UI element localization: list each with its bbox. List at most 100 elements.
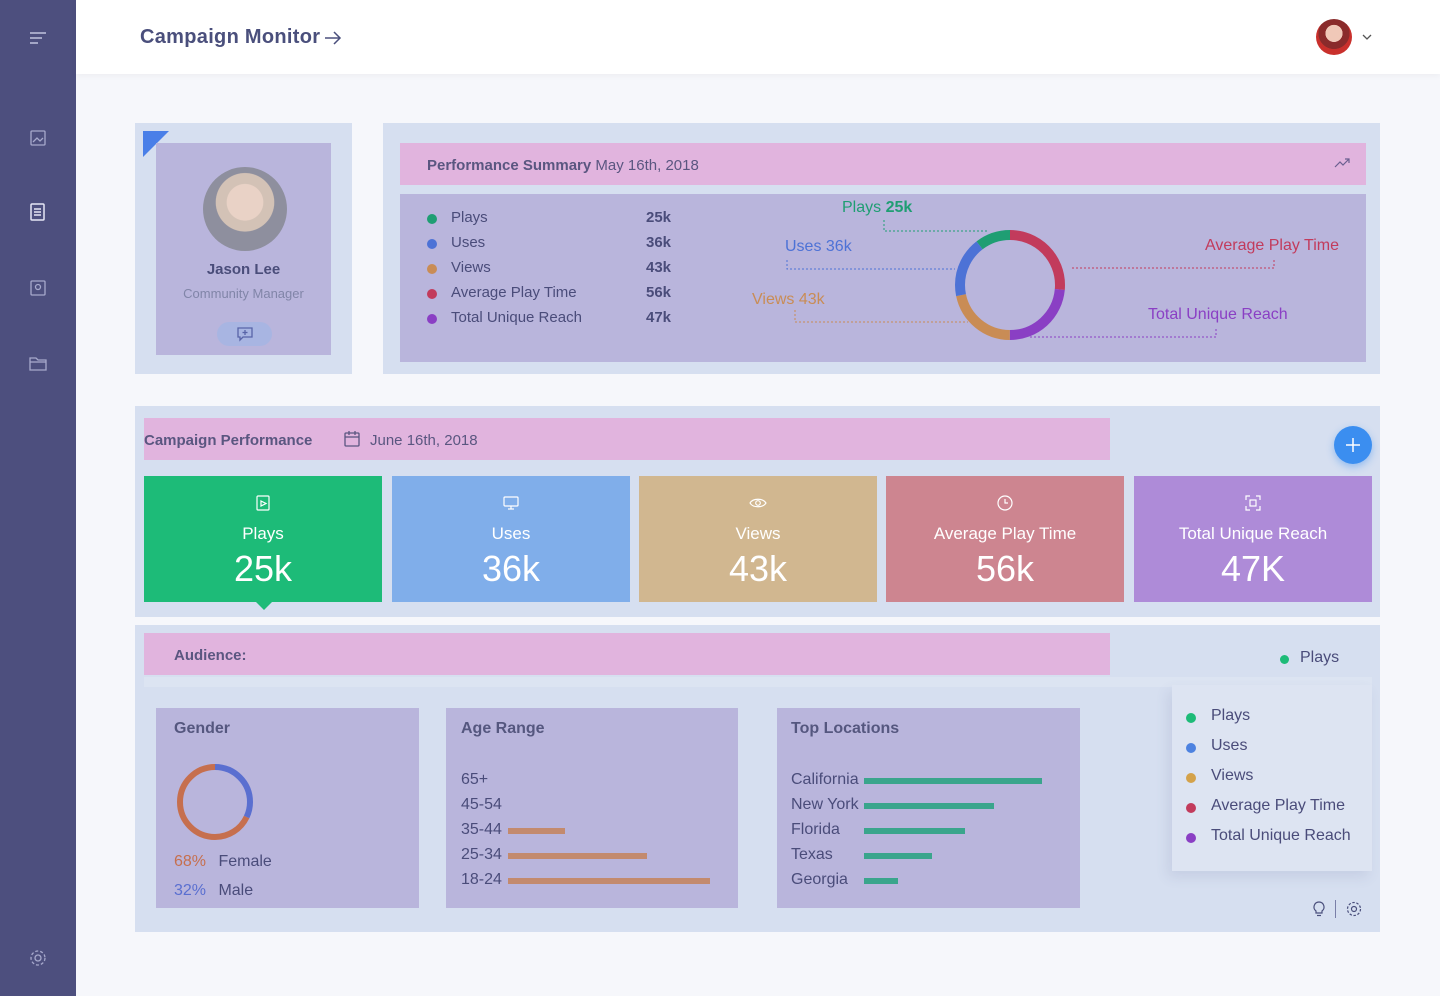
gender-title: Gender — [174, 720, 231, 737]
lightbulb-icon[interactable] — [1310, 900, 1328, 918]
legend-dot — [1186, 803, 1196, 813]
page-title: Campaign Monitor — [140, 26, 321, 48]
stat-value: 47k — [646, 309, 672, 326]
message-button[interactable] — [217, 322, 272, 346]
age-label: 45-54 — [461, 796, 502, 813]
summary-date: May 16th, 2018 — [595, 157, 699, 174]
campaign-performance-title: Campaign Performance — [144, 432, 313, 449]
tile-label: Total Unique Reach — [1178, 524, 1328, 543]
legend-dot — [427, 314, 437, 324]
tile-label: Average Play Time — [933, 524, 1077, 543]
gear-icon[interactable] — [26, 946, 50, 970]
campaign-performance-header: Campaign Performance June 16th, 2018 — [144, 418, 1110, 460]
campaign-performance-panel: Campaign Performance June 16th, 2018 Pla… — [135, 406, 1380, 617]
document-icon[interactable] — [26, 200, 50, 224]
top-bar: Campaign Monitor — [76, 0, 1440, 74]
tile-value: 56k — [975, 548, 1035, 589]
tile-value: 25k — [233, 548, 293, 589]
menu-item-label: Uses — [1211, 737, 1248, 754]
stat-label: Plays — [451, 209, 488, 226]
top-locations-card: Top Locations California New York Florida T… — [777, 708, 1080, 908]
location-label: Florida — [791, 821, 840, 838]
chevron-down-icon[interactable] — [1360, 30, 1374, 44]
location-bar — [864, 828, 966, 834]
location-label: Texas — [791, 846, 833, 863]
donut-segment-plays — [955, 230, 1065, 340]
tile-label: Plays — [242, 524, 284, 543]
tile-label: Views — [735, 524, 781, 543]
tile-uses[interactable]: Uses 36k — [392, 476, 630, 602]
performance-summary-title: Performance Summary May 16th, 2018 — [427, 157, 699, 174]
gender-card: Gender 68% Female 32% Male — [156, 708, 419, 908]
folder-icon[interactable] — [26, 351, 50, 375]
tile-average-play-time[interactable]: Average Play Time 56k — [886, 476, 1124, 602]
age-bar — [508, 853, 648, 859]
age-range-card: Age Range 65+ 45-54 35-44 25-34 18-24 — [446, 708, 738, 908]
calendar-icon[interactable] — [343, 430, 361, 448]
male-label: Male — [218, 882, 254, 899]
menu-item-label: Views — [1211, 767, 1254, 784]
tile-value: 43k — [728, 548, 788, 589]
trending-up-icon[interactable] — [1332, 153, 1352, 173]
campaign-date[interactable]: June 16th, 2018 — [370, 432, 478, 449]
video-icon — [144, 494, 382, 514]
leader-line-reach — [1030, 327, 1217, 338]
tile-value: 47K — [1220, 548, 1286, 589]
leader-line-views — [794, 310, 968, 323]
legend-dot — [427, 289, 437, 299]
legend-dot — [1186, 743, 1196, 753]
stat-label: Average Play Time — [451, 284, 577, 301]
footer-icons — [1310, 898, 1370, 920]
tile-views[interactable]: Views 43k — [639, 476, 877, 602]
contact-icon[interactable] — [26, 276, 50, 300]
profile-name: Jason Lee — [206, 261, 281, 278]
leader-line-plays — [883, 220, 988, 232]
legend-dot — [1186, 833, 1196, 843]
location-bar — [864, 803, 994, 809]
message-icon — [236, 327, 253, 342]
clock-icon — [886, 494, 1124, 514]
top-locations-title: Top Locations — [791, 720, 900, 737]
stat-value: 56k — [646, 284, 672, 301]
location-label: New York — [791, 796, 859, 813]
arrow-right-icon[interactable] — [322, 27, 344, 49]
location-bar — [864, 853, 932, 859]
age-label: 35-44 — [461, 821, 502, 838]
gender-male-row: 32% Male — [174, 882, 253, 900]
female-percent: 68% — [174, 853, 207, 870]
monitor-icon — [392, 494, 630, 514]
age-bar — [508, 878, 710, 884]
stat-row-uses: Uses 36k — [427, 234, 687, 254]
performance-summary-header: Performance Summary May 16th, 2018 — [400, 143, 1366, 185]
gear-icon[interactable] — [1345, 900, 1363, 918]
stat-label: Views — [451, 259, 491, 276]
performance-summary-body: Plays 25k Uses 36k Views 43k Average Pla… — [400, 194, 1366, 362]
menu-icon[interactable] — [26, 26, 50, 50]
summary-title-text: Performance Summary — [427, 157, 592, 174]
menu-item-label: Average Play Time — [1211, 797, 1345, 814]
footer-divider — [1335, 900, 1336, 918]
metric-filter-value: Plays — [1300, 649, 1340, 666]
add-button[interactable] — [1334, 426, 1372, 464]
gender-donut-chart — [177, 764, 253, 840]
focus-icon — [1134, 494, 1372, 514]
tile-value: 36k — [481, 548, 541, 589]
image-icon[interactable] — [26, 126, 50, 150]
location-label: Georgia — [791, 871, 848, 888]
metric-filter-menu: Plays Uses Views Average Play Time Total… — [1172, 685, 1372, 871]
tile-plays[interactable]: Plays 25k — [144, 476, 382, 610]
male-percent: 32% — [174, 882, 207, 899]
audience-header: Audience: — [144, 633, 1110, 675]
leader-line-uses — [786, 260, 955, 270]
callout-plays-label: Plays — [842, 199, 882, 216]
location-bar — [864, 778, 1042, 784]
profile-card: Jason Lee Community Manager — [135, 123, 352, 374]
stat-value: 25k — [646, 209, 672, 226]
user-avatar[interactable] — [1316, 19, 1352, 55]
legend-dot — [1186, 713, 1196, 723]
stat-value: 43k — [646, 259, 672, 276]
age-label: 65+ — [461, 771, 489, 788]
profile-photo — [203, 167, 287, 251]
legend-dot — [427, 214, 437, 224]
tile-total-unique-reach[interactable]: Total Unique Reach 47K — [1134, 476, 1372, 602]
